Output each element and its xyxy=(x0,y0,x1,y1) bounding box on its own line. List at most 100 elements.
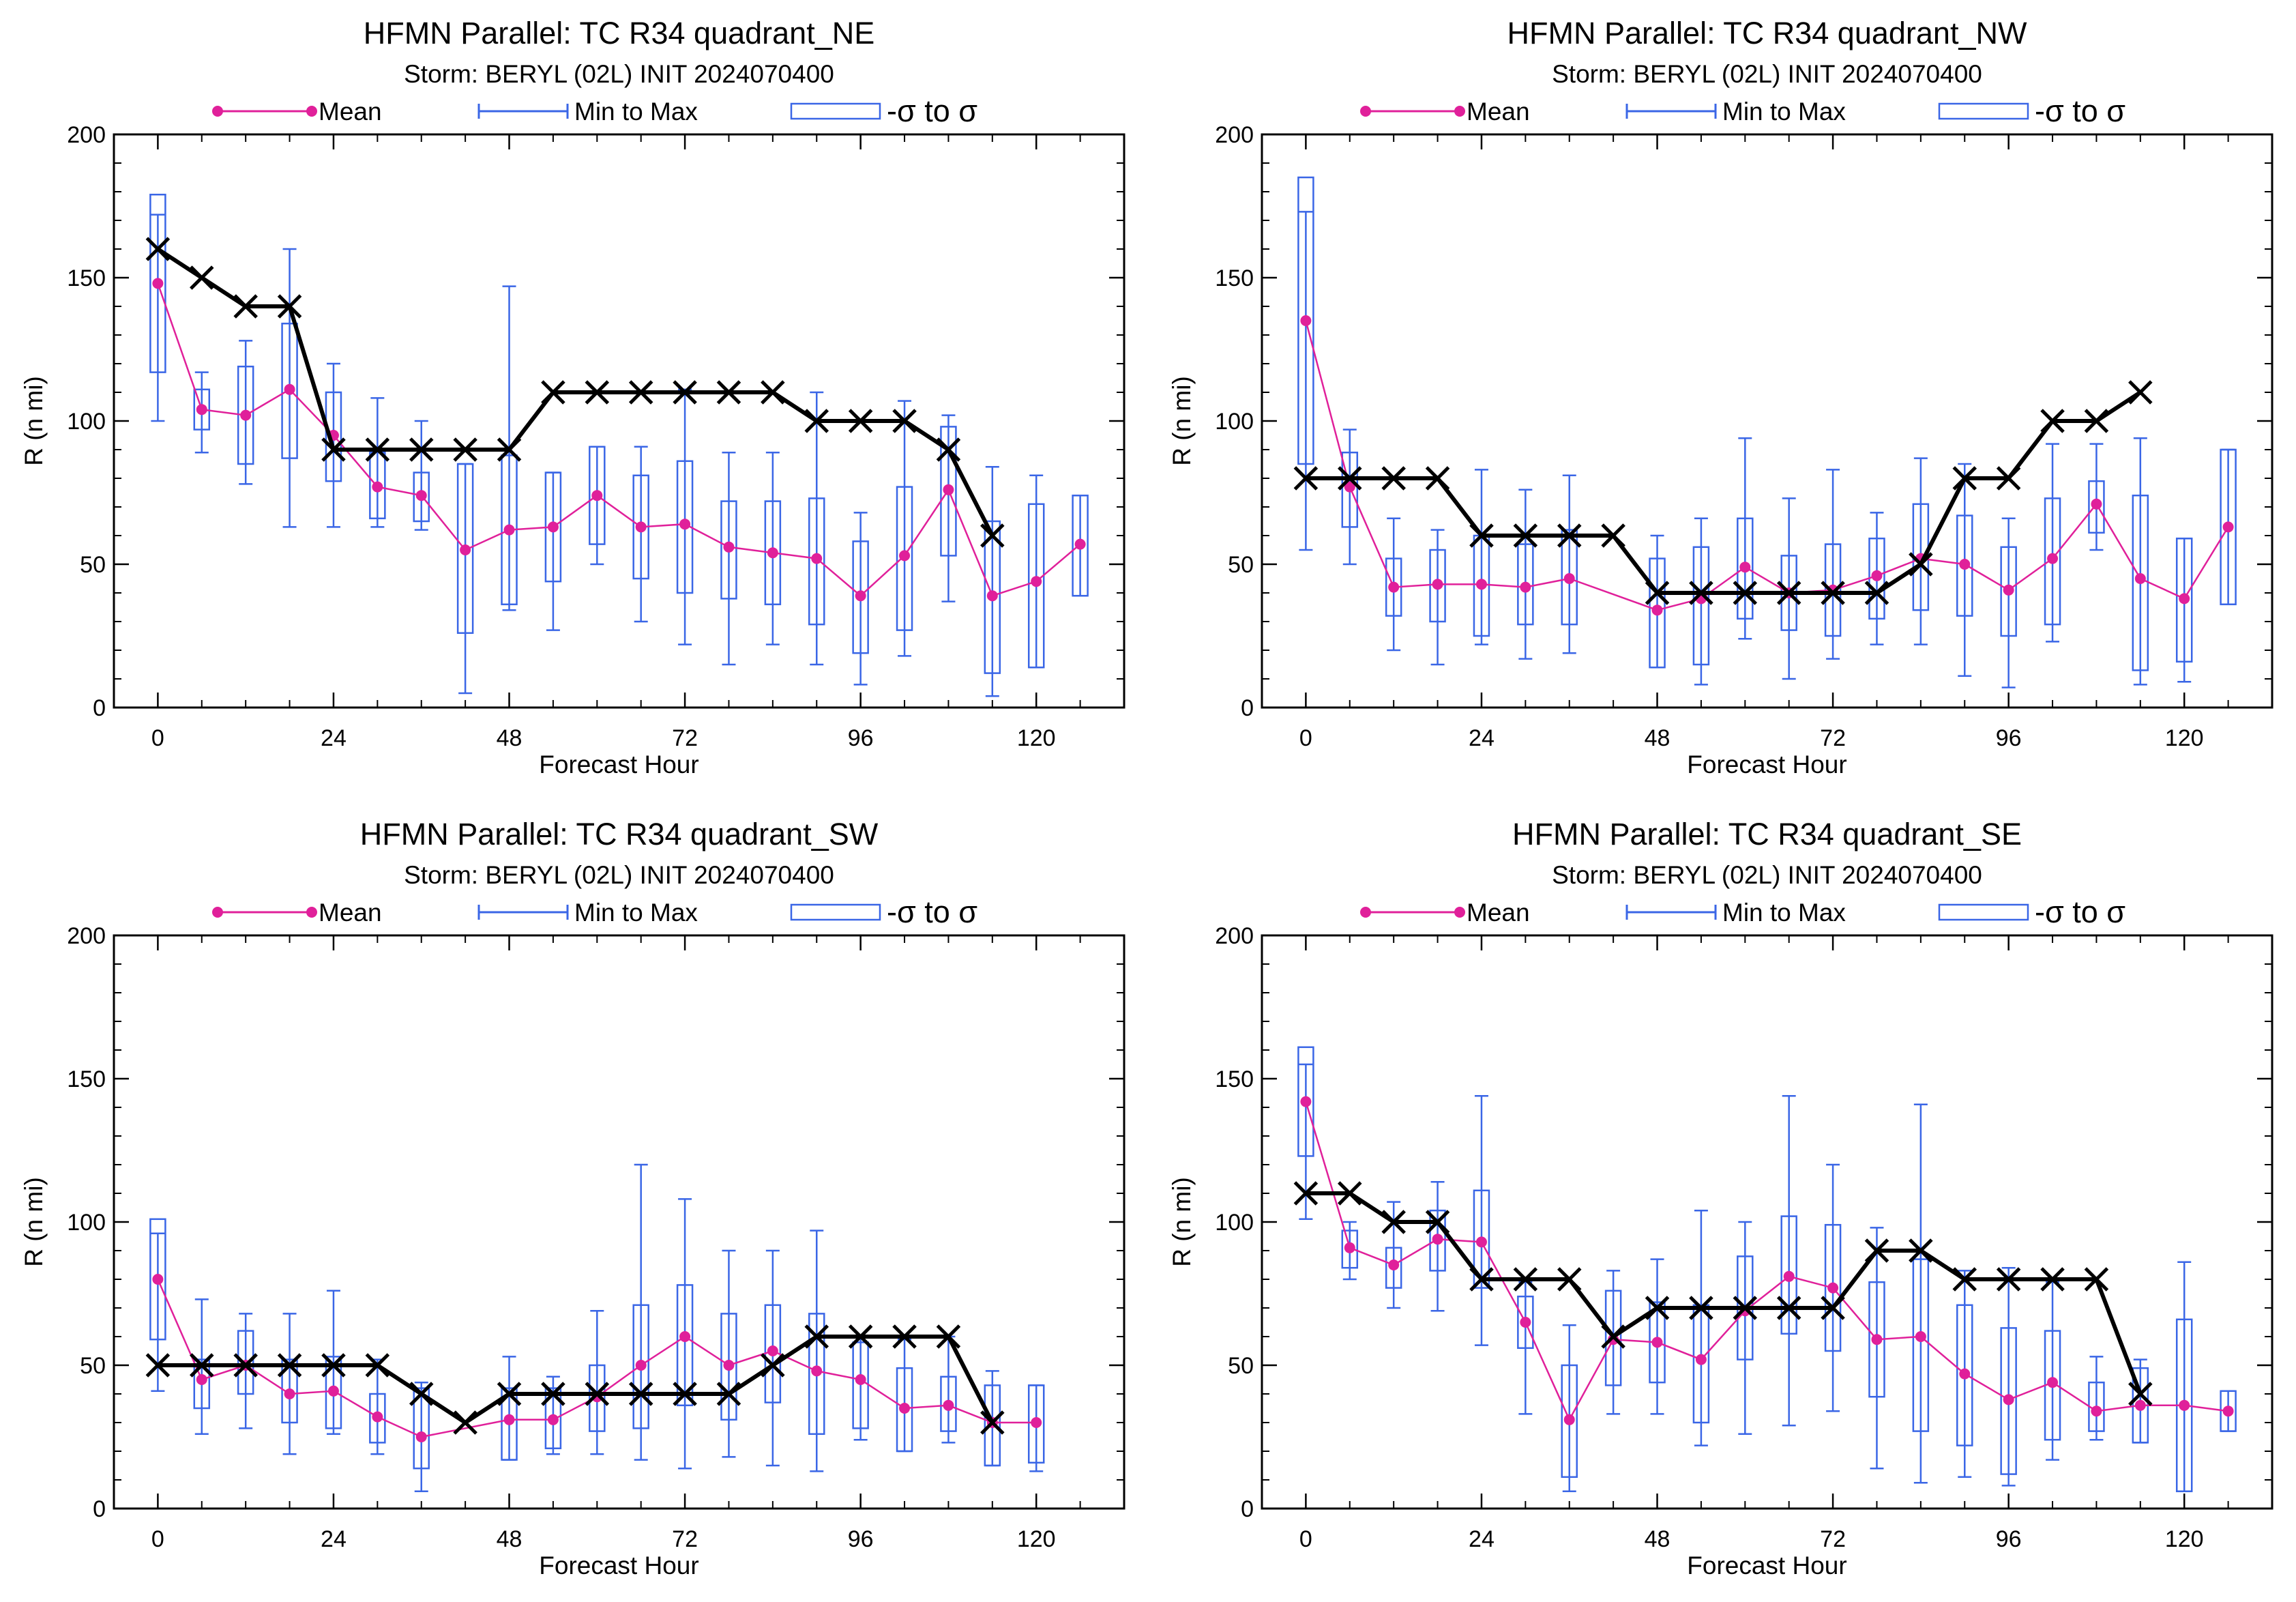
mean-point xyxy=(1432,1234,1443,1245)
box-whisker xyxy=(1737,437,1754,640)
obs-x-marker xyxy=(1645,581,1670,605)
legend-mean-marker xyxy=(306,106,317,117)
box-whisker xyxy=(720,1249,737,1458)
chart-title: HFMN Parallel: TC R34 quadrant_NE xyxy=(364,16,874,50)
mean-point xyxy=(284,1388,295,1399)
mean-point xyxy=(1563,573,1575,584)
chart-panel-3: HFMN Parallel: TC R34 quadrant_SE Storm: … xyxy=(1168,817,2273,1579)
sigma-box xyxy=(1027,503,1045,669)
box-whisker xyxy=(676,388,694,645)
mean-point xyxy=(1074,538,1086,550)
sigma-box xyxy=(589,1364,606,1432)
sigma-box xyxy=(940,1375,957,1432)
sigma-box xyxy=(1297,1046,1314,1157)
y-tick-label: 150 xyxy=(1215,265,1254,291)
box-whisker xyxy=(896,1338,913,1453)
mean-point xyxy=(943,484,954,495)
box-whisker xyxy=(325,1290,342,1436)
obs-x-marker xyxy=(2084,1267,2109,1292)
mean-point xyxy=(547,1414,559,1425)
obs-x-marker xyxy=(1469,1267,1494,1292)
mean-point xyxy=(855,590,866,602)
chart-title: HFMN Parallel: TC R34 quadrant_SE xyxy=(1512,817,2022,851)
sigma-box xyxy=(632,1304,649,1429)
obs-x-marker xyxy=(1952,1267,1977,1292)
sigma-box xyxy=(281,322,298,459)
mean-point xyxy=(767,547,778,559)
obs-x-marker xyxy=(190,265,214,290)
obs-line xyxy=(158,1335,995,1425)
mean-point xyxy=(2003,584,2014,596)
mean-point xyxy=(1783,1270,1795,1282)
legend: Mean Min to Max -σ to σ xyxy=(1360,93,2125,128)
box-whisker xyxy=(2000,1266,2017,1487)
mean-point xyxy=(2179,593,2190,605)
sigma-box xyxy=(369,1393,386,1444)
obs-x-marker xyxy=(497,1382,522,1406)
obs-x-marker xyxy=(2128,380,2153,405)
obs-x-marker xyxy=(2084,409,2109,433)
box-whisker xyxy=(589,1309,606,1455)
mean-point xyxy=(899,1403,911,1414)
sigma-box xyxy=(1517,1295,1534,1350)
mean-point xyxy=(635,521,647,533)
box-whisker xyxy=(1649,1258,1666,1415)
mean-point xyxy=(547,521,559,533)
mean-point xyxy=(1388,581,1400,593)
mean-point xyxy=(1739,562,1751,573)
legend-minmax-label: Min to Max xyxy=(574,899,698,927)
x-tick-label: 48 xyxy=(497,725,523,751)
sigma-box xyxy=(1429,1209,1446,1272)
obs-line xyxy=(156,247,995,537)
legend-mean-label: Mean xyxy=(1467,899,1530,927)
box-whisker xyxy=(1956,463,1973,678)
y-tick-label: 50 xyxy=(80,552,106,578)
obs-x-marker xyxy=(1645,1296,1670,1320)
mean-point xyxy=(723,1360,735,1371)
sigma-box xyxy=(1649,557,1666,669)
box-whisker xyxy=(1429,529,1446,666)
x-tick-label: 120 xyxy=(1017,1526,1056,1552)
obs-x-marker xyxy=(365,437,390,462)
box-whisker xyxy=(1912,1103,1930,1484)
sigma-box xyxy=(764,500,782,606)
legend-mean-marker xyxy=(212,106,223,117)
obs-x-marker xyxy=(804,1324,829,1349)
x-tick-label: 48 xyxy=(497,1526,523,1552)
box-whisker xyxy=(1473,469,1490,645)
obs-x-marker xyxy=(980,523,1005,548)
obs-x-marker xyxy=(1293,466,1319,491)
mean-point xyxy=(1520,1317,1531,1328)
mean-point xyxy=(327,1385,339,1397)
box-whisker xyxy=(896,400,913,657)
sigma-box xyxy=(1824,1223,1842,1352)
y-tick-label: 200 xyxy=(67,122,106,148)
x-tick-label: 48 xyxy=(1645,725,1671,751)
obs-x-marker xyxy=(1909,1238,1933,1263)
mean-point xyxy=(152,1274,164,1285)
box-whisker xyxy=(544,471,562,631)
obs-x-marker xyxy=(1996,1267,2021,1292)
legend-minmax-label: Min to Max xyxy=(574,98,698,126)
y-tick-label: 200 xyxy=(67,923,106,949)
sigma-box xyxy=(2175,537,2193,663)
y-tick-label: 100 xyxy=(67,409,106,435)
x-tick-label: 48 xyxy=(1645,1526,1671,1552)
obs-x-marker xyxy=(628,1382,653,1406)
obs-x-marker xyxy=(145,237,171,261)
y-tick-label: 0 xyxy=(1241,695,1254,721)
plot-frame xyxy=(113,934,1125,1510)
obs-x-marker xyxy=(804,409,829,433)
obs-x-marker xyxy=(190,1353,214,1378)
box-whisker xyxy=(1561,474,1578,654)
mean-point xyxy=(1871,1334,1883,1345)
mean-point xyxy=(2003,1394,2014,1406)
box-whisker xyxy=(1824,469,1842,660)
mean-point xyxy=(1651,605,1663,616)
chart-subtitle: Storm: BERYL (02L) INIT 2024070400 xyxy=(404,861,834,889)
mean-point xyxy=(1959,559,1971,570)
y-axis-label: R (n mi) xyxy=(20,1177,48,1267)
obs-x-marker xyxy=(453,1410,477,1435)
x-axis-label: Forecast Hour xyxy=(1687,751,1846,778)
